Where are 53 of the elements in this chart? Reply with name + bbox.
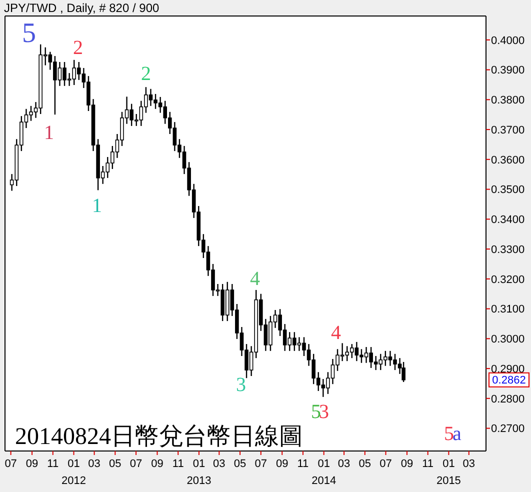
annotation: 5: [22, 18, 36, 49]
y-tick-label: 0.3100: [491, 304, 525, 316]
x-tick-label: 09: [400, 458, 414, 470]
x-tick-label: 01 2012: [62, 458, 86, 487]
x-tick-label: 07: [130, 458, 142, 470]
x-tick-label: 09: [276, 458, 288, 470]
annotation: 4: [331, 322, 341, 344]
y-tick-label: 0.3200: [491, 274, 525, 286]
annotation: a: [452, 423, 462, 445]
y-tick-label: 0.2900: [491, 363, 525, 376]
y-tick-label: 0.3600: [491, 154, 525, 166]
annotation: 1: [44, 122, 54, 144]
y-tick-label: 0.4000: [491, 34, 525, 47]
y-tick-label: 0.3400: [491, 214, 525, 226]
annotation: 3: [319, 401, 329, 423]
y-tick-label: 0.2800: [491, 393, 525, 406]
x-tick-label: 11: [297, 458, 309, 470]
x-tick-label: 07: [4, 458, 17, 470]
x-tick-label: 03: [462, 458, 476, 470]
x-tick-label: 09: [26, 458, 38, 470]
y-tick-label: 0.3300: [491, 244, 525, 256]
x-tick-label: 09: [151, 458, 164, 470]
y-tick-label: 0.3700: [491, 124, 525, 136]
annotation: 1: [92, 195, 102, 217]
x-tick-label: 05: [358, 458, 372, 470]
annotation: 4: [250, 268, 260, 290]
x-tick-label: 01 2013: [186, 458, 212, 487]
y-tick-label: 0.2700: [491, 423, 525, 436]
annotation: 3: [236, 374, 246, 396]
x-tick-label: 03: [338, 458, 350, 470]
x-tick-label: 07: [380, 458, 392, 470]
text: 20140824日幣兌台幣日線圖: [15, 424, 303, 450]
text: 0.2862: [492, 374, 526, 387]
x-tick-label: 05: [234, 458, 246, 470]
y-tick-label: 0.3800: [491, 94, 525, 107]
annotation: 5: [444, 423, 454, 445]
chart-subtitle: JPY/TWD , Daily, # 820 / 900: [4, 1, 160, 15]
annotation: 2: [141, 63, 151, 85]
annotation: 5: [311, 401, 321, 423]
x-tick-label: 11: [172, 458, 184, 470]
y-tick-label: 0.3000: [491, 334, 525, 346]
x-tick-label: 07: [254, 458, 268, 470]
y-tick-label: 0.3900: [491, 64, 525, 77]
y-tick-label: 0.3500: [491, 184, 525, 196]
x-tick-label: 01 2015: [436, 458, 461, 487]
x-tick-label: 11: [422, 458, 434, 470]
x-tick-label: 01 2014: [312, 458, 336, 487]
x-tick-label: 03: [88, 458, 100, 470]
candlestick: [402, 361, 406, 383]
x-tick-label: 11: [47, 458, 59, 470]
annotation: 2: [73, 37, 83, 59]
x-tick-label: 05: [109, 458, 122, 470]
x-tick-label: 03: [213, 458, 226, 470]
